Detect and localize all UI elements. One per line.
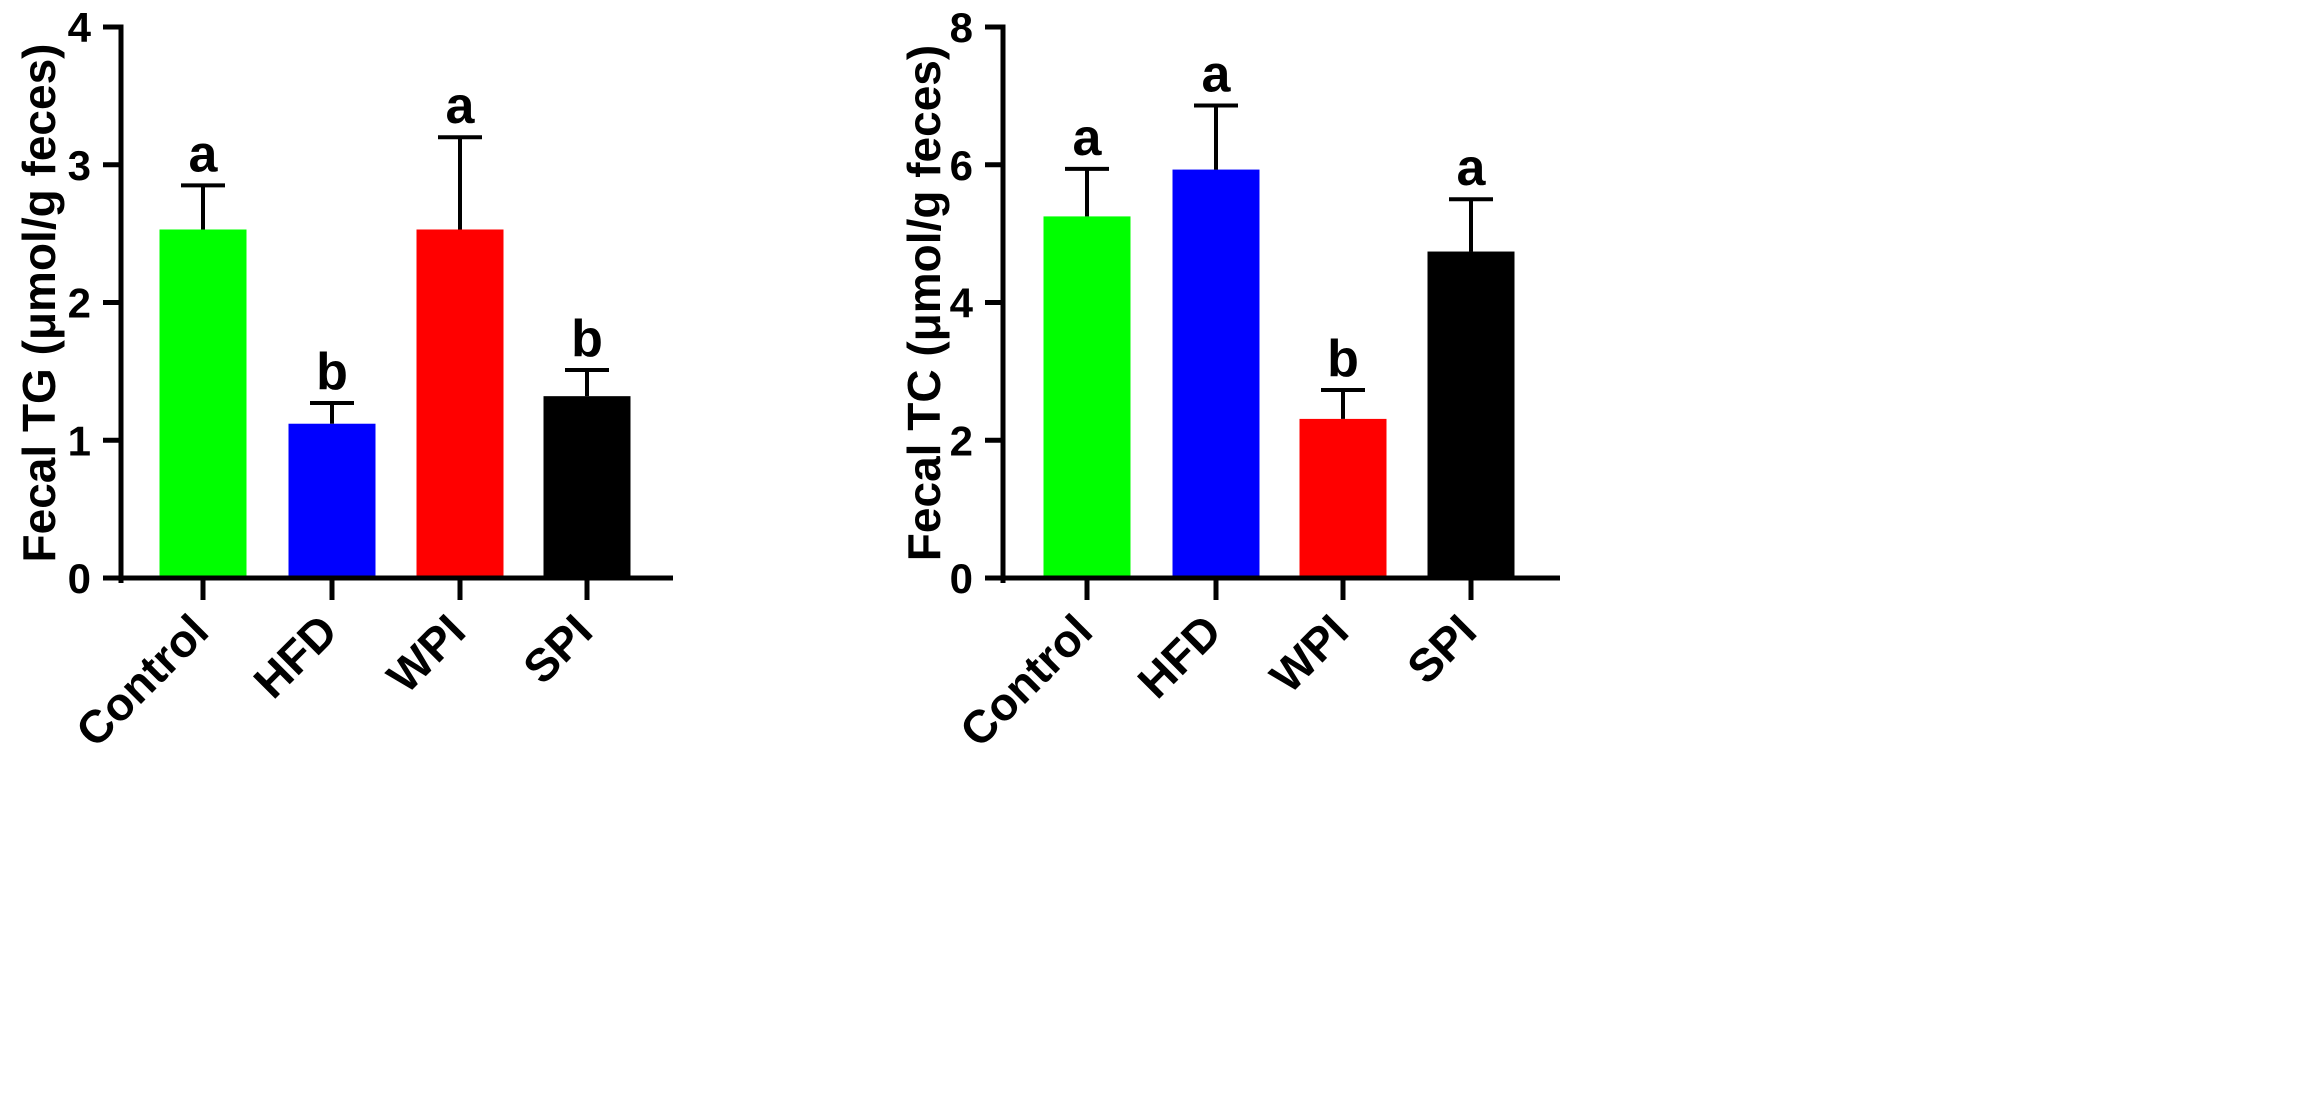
significance-letter-spi: a <box>1457 139 1487 197</box>
y-axis-title: Fecal TC (μmol/g feces) <box>898 45 950 561</box>
bar-spi <box>543 396 631 578</box>
x-tick-label-control: Control <box>950 604 1102 756</box>
bar-hfd <box>288 423 376 578</box>
y-tick-label-2: 2 <box>68 280 91 327</box>
significance-letter-hfd: b <box>316 343 348 401</box>
y-tick-label-4: 4 <box>950 280 974 327</box>
y-tick-label-2: 2 <box>950 417 973 464</box>
chart-panel-tg: Fecal TG (μmol/g feces) a b a b 0 1 2 3 4 Control… <box>13 4 673 757</box>
x-tick-label-hfd: HFD <box>1127 604 1231 708</box>
y-tick-label-6: 6 <box>950 142 973 189</box>
significance-letter-wpi: a <box>446 77 476 135</box>
x-tick-label-spi: SPI <box>513 604 602 693</box>
significance-letter-control: a <box>1073 109 1103 167</box>
x-tick-label-wpi: WPI <box>377 604 475 702</box>
significance-letter-spi: b <box>571 310 603 368</box>
bar-spi <box>1427 251 1515 578</box>
y-tick-label-0: 0 <box>68 555 91 602</box>
y-tick-label-3: 3 <box>68 142 91 189</box>
y-tick-label-1: 1 <box>68 417 91 464</box>
y-tick-label-0: 0 <box>950 555 973 602</box>
significance-letter-hfd: a <box>1202 46 1232 104</box>
y-tick-label-8: 8 <box>950 4 973 51</box>
bar-wpi <box>416 229 504 578</box>
bar-control <box>159 229 247 578</box>
significance-letter-control: a <box>189 125 219 183</box>
bar-hfd <box>1172 169 1260 579</box>
bar-control <box>1043 216 1131 578</box>
y-axis-title: Fecal TG (μmol/g feces) <box>13 44 65 563</box>
bar-wpi <box>1299 418 1387 578</box>
x-tick-label-spi: SPI <box>1397 604 1486 693</box>
chart-panel-tc: Fecal TC (μmol/g feces) a a b a 0 2 4 6 8 Control… <box>898 4 1560 757</box>
x-tick-label-hfd: HFD <box>243 604 347 708</box>
significance-letter-wpi: b <box>1327 330 1359 388</box>
y-tick-label-4: 4 <box>68 4 92 51</box>
x-tick-label-wpi: WPI <box>1260 604 1358 702</box>
x-tick-label-control: Control <box>66 604 218 756</box>
